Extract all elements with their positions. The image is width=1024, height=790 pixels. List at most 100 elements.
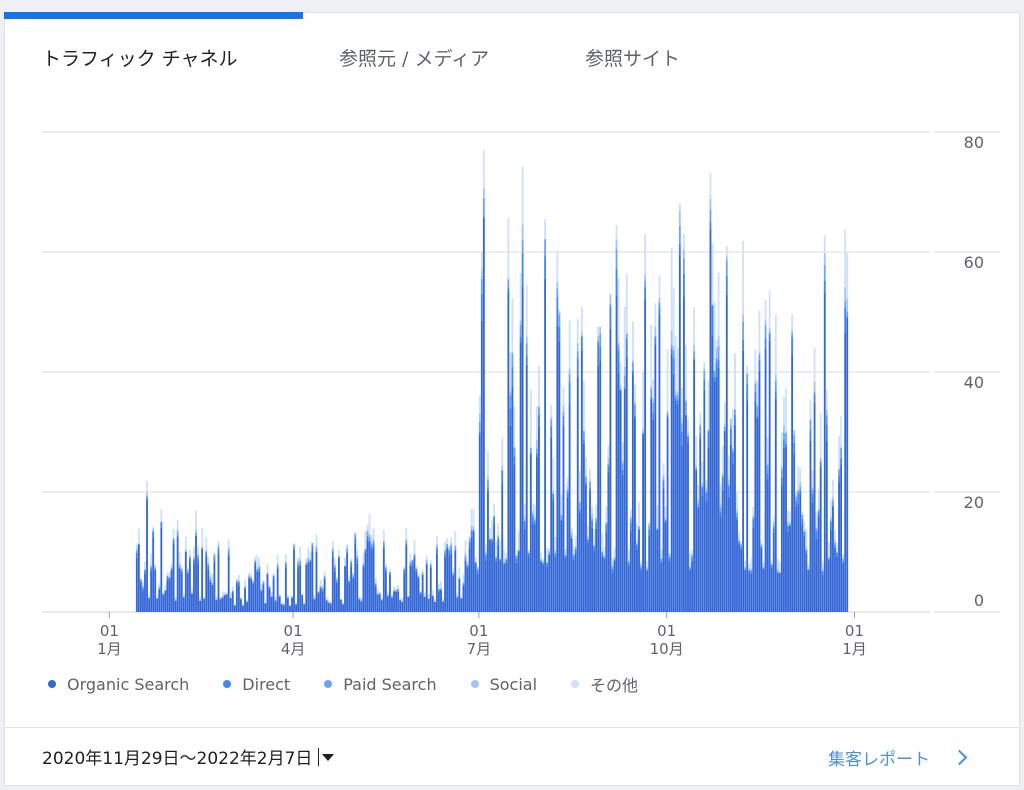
bar-segment bbox=[499, 559, 502, 561]
bar-segment bbox=[546, 566, 549, 612]
bar-segment bbox=[144, 568, 146, 571]
bar-segment bbox=[158, 587, 161, 589]
bar-segment bbox=[335, 582, 338, 612]
bar-segment bbox=[623, 306, 626, 367]
bar-segment bbox=[172, 540, 175, 544]
bar-segment bbox=[629, 516, 632, 519]
bar-segment bbox=[403, 569, 406, 573]
bar-segment bbox=[527, 556, 530, 612]
bar-segment bbox=[215, 600, 218, 612]
bar-segment bbox=[515, 562, 518, 612]
bar-segment bbox=[787, 525, 789, 532]
legend-item-other[interactable]: その他 bbox=[571, 672, 638, 696]
y-tick-label: 60 bbox=[964, 253, 984, 272]
legend-item-social[interactable]: Social bbox=[470, 672, 537, 696]
bar-segment bbox=[652, 398, 655, 403]
bar-segment bbox=[793, 442, 796, 454]
tab-traffic-channel[interactable]: トラフィック チャネル bbox=[42, 48, 238, 70]
bar-segment bbox=[548, 548, 551, 551]
bar-segment bbox=[284, 561, 287, 563]
bar-segment bbox=[180, 568, 183, 569]
bar-segment bbox=[838, 435, 840, 470]
bar-segment bbox=[456, 597, 459, 598]
bar-segment bbox=[338, 557, 340, 559]
bar-segment bbox=[809, 399, 812, 420]
bar-segment bbox=[413, 557, 416, 612]
bar-segment bbox=[791, 354, 794, 612]
bar-segment bbox=[789, 523, 791, 526]
bar-segment bbox=[754, 383, 757, 392]
bar-segment bbox=[462, 574, 465, 583]
bar-segment bbox=[609, 306, 612, 329]
bar-segment bbox=[550, 426, 553, 439]
bar-segment bbox=[346, 554, 349, 612]
bar-segment bbox=[536, 440, 538, 449]
bar-segment bbox=[589, 480, 591, 482]
bar-segment bbox=[264, 603, 267, 612]
bar-segment bbox=[454, 549, 457, 551]
bar-segment bbox=[258, 565, 261, 568]
bar-segment bbox=[368, 534, 371, 538]
bar-segment bbox=[593, 546, 596, 551]
bar-segment bbox=[472, 532, 475, 612]
bar-segment bbox=[440, 589, 442, 590]
bar-segment bbox=[270, 591, 273, 596]
bar-segment bbox=[595, 522, 598, 529]
bar-segment bbox=[513, 446, 516, 448]
bar-segment bbox=[619, 390, 622, 612]
bar-segment bbox=[235, 581, 238, 584]
bar-segment bbox=[403, 572, 406, 612]
bar-segment bbox=[540, 560, 542, 562]
bar-segment bbox=[440, 587, 442, 590]
bar-segment bbox=[762, 568, 765, 570]
bar-segment bbox=[568, 373, 571, 383]
bar-segment bbox=[682, 258, 685, 274]
bar-segment bbox=[678, 226, 681, 244]
bar-segment bbox=[297, 564, 300, 569]
bar-segment bbox=[309, 559, 312, 560]
legend-item-direct[interactable]: Direct bbox=[223, 672, 290, 696]
legend-item-paid-search[interactable]: Paid Search bbox=[324, 672, 437, 696]
bar-segment bbox=[219, 599, 222, 612]
bar-segment bbox=[201, 546, 204, 548]
bar-segment bbox=[613, 557, 616, 560]
bar-segment bbox=[631, 360, 634, 363]
bar-segment bbox=[311, 551, 314, 612]
bar-segment bbox=[448, 549, 451, 551]
bar-segment bbox=[250, 579, 253, 612]
bar-segment bbox=[429, 560, 432, 565]
bar-segment bbox=[568, 320, 571, 369]
bar-segment bbox=[395, 591, 397, 612]
bar-segment bbox=[474, 556, 477, 562]
bar-segment bbox=[611, 566, 614, 569]
legend-item-organic-search[interactable]: Organic Search bbox=[48, 672, 189, 696]
bar-segment bbox=[805, 550, 808, 554]
bar-segment bbox=[838, 475, 840, 483]
bar-segment bbox=[315, 551, 318, 612]
bar-segment bbox=[605, 522, 608, 523]
bar-segment bbox=[266, 574, 269, 612]
bar-segment bbox=[370, 549, 373, 612]
bar-segment bbox=[313, 595, 316, 599]
bar-segment bbox=[666, 417, 669, 612]
tab-referrals[interactable]: 参照サイト bbox=[585, 48, 681, 70]
date-range-selector[interactable]: 2020年11月29日〜2022年2月7日 bbox=[42, 744, 335, 769]
acquisition-report-link[interactable]: 集客レポート bbox=[828, 745, 968, 770]
bar-segment bbox=[148, 597, 150, 599]
bar-segment bbox=[182, 596, 185, 598]
bar-segment bbox=[319, 588, 322, 612]
bar-segment bbox=[207, 557, 210, 563]
bar-segment bbox=[338, 555, 340, 557]
bar-segment bbox=[366, 531, 369, 536]
tab-source-medium[interactable]: 参照元 / メディア bbox=[339, 48, 490, 70]
bar-segment bbox=[680, 423, 683, 432]
bar-segment bbox=[252, 581, 255, 582]
bar-segment bbox=[605, 505, 608, 523]
bar-segment bbox=[531, 513, 534, 517]
bar-segment bbox=[764, 338, 767, 350]
bar-segment bbox=[425, 555, 428, 560]
bar-segment bbox=[734, 424, 736, 612]
bar-segment bbox=[801, 514, 804, 519]
bar-segment bbox=[642, 428, 645, 433]
bar-segment bbox=[260, 589, 263, 591]
